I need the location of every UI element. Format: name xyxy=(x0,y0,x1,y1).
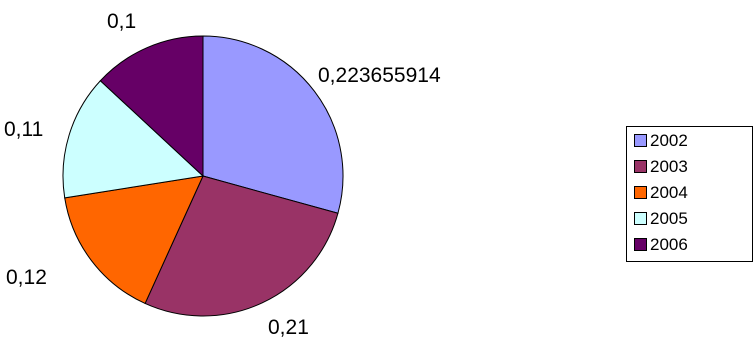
legend-swatch xyxy=(634,160,647,174)
data-label-2002: 0,223655914 xyxy=(318,64,441,87)
legend-label: 2004 xyxy=(650,183,688,202)
pie-slice-2005 xyxy=(62,80,205,199)
pie-slices xyxy=(62,35,344,317)
legend-item: 2003 xyxy=(634,157,688,177)
legend-swatch xyxy=(634,134,647,148)
legend-label: 2002 xyxy=(650,131,688,150)
legend-swatch xyxy=(634,212,647,226)
pie-slice-2006 xyxy=(99,35,204,178)
legend-item: 2006 xyxy=(634,235,688,255)
data-label-2006: 0,1 xyxy=(107,10,136,33)
data-label-2005: 0,11 xyxy=(4,118,43,141)
legend-item: 2002 xyxy=(634,131,688,151)
legend-label: 2005 xyxy=(650,209,688,228)
legend-swatch xyxy=(634,186,647,200)
legend-label: 2003 xyxy=(650,157,688,176)
pie-slice-2002 xyxy=(202,35,344,214)
data-label-2003: 0,21 xyxy=(268,316,309,339)
data-label-2004: 0,12 xyxy=(6,266,47,289)
pie-slice-2004 xyxy=(64,175,204,305)
legend-item: 2004 xyxy=(634,183,688,203)
legend-label: 2006 xyxy=(650,235,688,254)
legend-swatch xyxy=(634,238,647,252)
pie-slice-2003 xyxy=(144,175,339,317)
legend-item: 2005 xyxy=(634,209,688,229)
pie-data-labels: 0,223655914 0,21 0,12 0,11 0,1 xyxy=(4,10,441,339)
legend: 2002 2003 2004 2005 2006 xyxy=(626,126,753,262)
